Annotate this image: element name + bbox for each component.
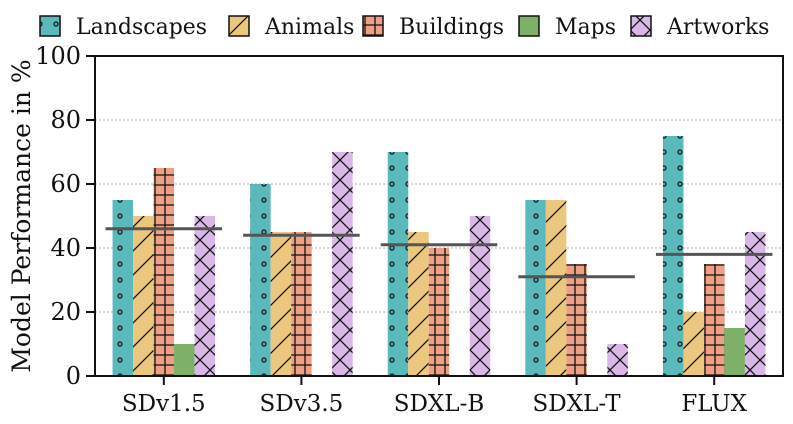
legend-swatch [518,15,540,37]
bar-animals-sdv3.5 [270,232,292,376]
y-tick-label: 60 [50,170,81,198]
bar-landscapes-sdv1.5 [112,200,134,376]
bar-landscapes-sdv3.5 [250,184,271,376]
bar-animals-sdv1.5 [133,216,154,376]
bar-artworks-flux [744,232,766,376]
bar-buildings-sdxl-b [428,248,450,376]
bar-buildings-flux [703,264,725,376]
legend-swatch [39,15,61,37]
legend: Landscapes Animals Buildings Maps Artworks [39,15,769,40]
legend-entry-animals: Animals [228,15,354,40]
legend-label: Artworks [666,15,769,40]
legend-entry-buildings: Buildings [362,15,504,40]
legend-entry-landscapes: Landscapes [39,15,207,40]
bar-artworks-sdv3.5 [332,152,353,376]
axes: 0 20 40 60 80 100 SDv1.5 SDv3.5 SDXL-B SDXL-T FLUX [35,42,784,417]
bar-animals-sdxl-b [408,232,429,376]
bar-maps-sdv1.5 [174,344,195,376]
y-axis-label: Model Performance in % [7,59,36,372]
legend-entry-maps: Maps [518,15,616,40]
bar-buildings-sdxl-t [566,264,587,376]
bar-animals-sdxl-t [545,200,567,376]
plot-frame [94,55,784,377]
x-tick-label: SDXL-T [533,391,622,417]
legend-label: Landscapes [76,15,207,40]
bar-artworks-sdv1.5 [194,216,216,376]
bar-landscapes-sdxl-b [387,152,409,376]
x-tick-label: SDv1.5 [122,391,206,417]
x-tick-label: SDv3.5 [260,391,344,417]
legend-swatch [362,15,384,37]
x-tick-label: SDXL-B [394,391,485,417]
legend-entry-artworks: Artworks [630,15,769,40]
bar-artworks-sdxl-t [607,344,628,376]
average-lines [105,227,773,279]
legend-label: Animals [264,15,354,40]
bar-animals-flux [683,312,704,376]
bar-maps-flux [724,328,745,376]
y-tick-label: 40 [50,234,81,262]
y-tick-label: 20 [50,298,81,326]
legend-label: Buildings [399,15,504,40]
y-tick-label: 80 [50,106,81,134]
y-tick-label: 0 [66,362,81,390]
bar-buildings-sdv3.5 [291,232,312,376]
bar-landscapes-sdxl-t [525,200,546,376]
bar-artworks-sdxl-b [469,216,491,376]
x-tick-label: FLUX [681,391,747,417]
bar-landscapes-flux [662,136,684,376]
legend-swatch [228,15,250,37]
y-tick-label: 100 [35,42,81,70]
legend-label: Maps [555,15,616,40]
bars [112,136,766,376]
bar-buildings-sdv1.5 [153,168,175,376]
legend-swatch [630,15,652,37]
